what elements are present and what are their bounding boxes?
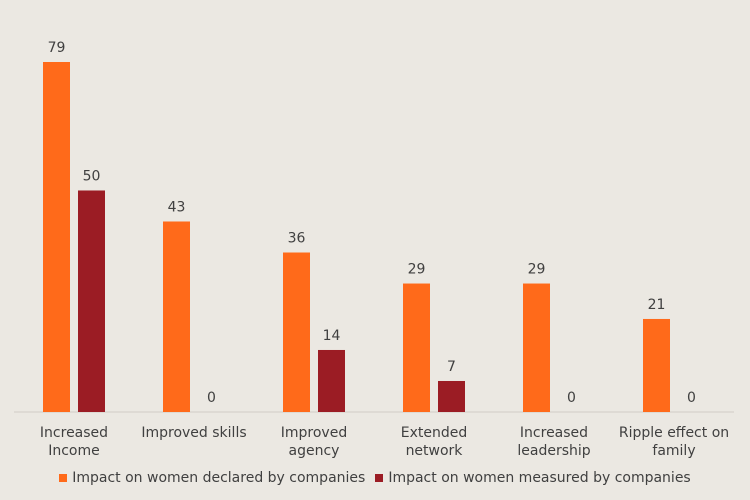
bar <box>403 283 430 412</box>
x-tick-label: Ripple effect on family <box>618 425 730 459</box>
bar <box>643 318 670 412</box>
legend-label: Impact on women measured by companies <box>388 470 691 486</box>
data-label: 79 <box>48 40 66 56</box>
data-label: 50 <box>83 168 101 184</box>
bar <box>523 283 550 412</box>
x-tick-label: Improved agency <box>280 425 348 459</box>
bar <box>283 252 310 412</box>
legend-swatch <box>59 474 68 482</box>
x-tick-label: Improved skills <box>141 425 247 441</box>
bar <box>43 62 70 412</box>
data-label: 29 <box>408 262 426 278</box>
bar <box>78 190 105 412</box>
data-label: 0 <box>207 390 216 406</box>
bar <box>438 380 465 412</box>
legend-label: Impact on women declared by companies <box>72 470 366 486</box>
data-label: 7 <box>447 359 456 375</box>
bar <box>318 349 345 412</box>
legend: Impact on women declared by companies Imp… <box>0 470 750 486</box>
x-tick-label: Increased leadership <box>517 425 591 459</box>
data-label: 21 <box>648 297 666 313</box>
bar <box>163 221 190 412</box>
legend-swatch <box>375 474 384 482</box>
data-label: 36 <box>288 231 306 247</box>
legend-item: Impact on women declared by companies <box>59 470 365 486</box>
data-label: 29 <box>528 262 546 278</box>
data-label: 0 <box>567 390 576 406</box>
x-tick-label: Increased Income <box>39 425 109 459</box>
x-tick-label: Extended network <box>400 425 468 459</box>
data-label: 43 <box>168 199 186 215</box>
legend-item: Impact on women measured by companies <box>375 470 691 486</box>
data-label: 0 <box>687 390 696 406</box>
data-label: 14 <box>323 328 341 344</box>
